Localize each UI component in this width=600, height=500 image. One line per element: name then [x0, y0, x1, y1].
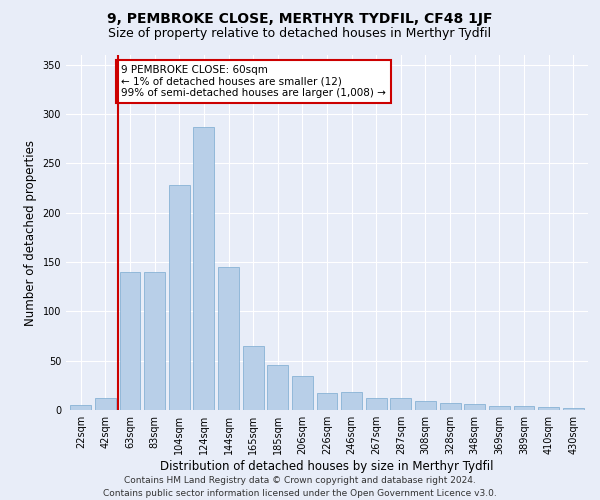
Bar — [440, 403, 461, 410]
Y-axis label: Number of detached properties: Number of detached properties — [24, 140, 37, 326]
Bar — [563, 408, 584, 410]
Bar — [341, 392, 362, 410]
Bar — [119, 272, 140, 410]
Text: Size of property relative to detached houses in Merthyr Tydfil: Size of property relative to detached ho… — [109, 28, 491, 40]
Bar — [193, 127, 214, 410]
Bar — [218, 267, 239, 410]
Text: Contains HM Land Registry data © Crown copyright and database right 2024.
Contai: Contains HM Land Registry data © Crown c… — [103, 476, 497, 498]
Text: 9, PEMBROKE CLOSE, MERTHYR TYDFIL, CF48 1JF: 9, PEMBROKE CLOSE, MERTHYR TYDFIL, CF48 … — [107, 12, 493, 26]
Bar — [317, 393, 337, 410]
Bar — [292, 376, 313, 410]
Bar — [464, 404, 485, 410]
Bar — [538, 407, 559, 410]
Bar — [391, 398, 412, 410]
Bar — [366, 398, 387, 410]
Bar — [95, 398, 116, 410]
Bar — [415, 401, 436, 410]
Bar — [514, 406, 535, 410]
Bar — [70, 405, 91, 410]
Bar — [267, 364, 288, 410]
Bar — [489, 406, 510, 410]
Bar — [144, 272, 165, 410]
X-axis label: Distribution of detached houses by size in Merthyr Tydfil: Distribution of detached houses by size … — [160, 460, 494, 473]
Bar — [169, 185, 190, 410]
Text: 9 PEMBROKE CLOSE: 60sqm
← 1% of detached houses are smaller (12)
99% of semi-det: 9 PEMBROKE CLOSE: 60sqm ← 1% of detached… — [121, 65, 386, 98]
Bar — [242, 346, 263, 410]
